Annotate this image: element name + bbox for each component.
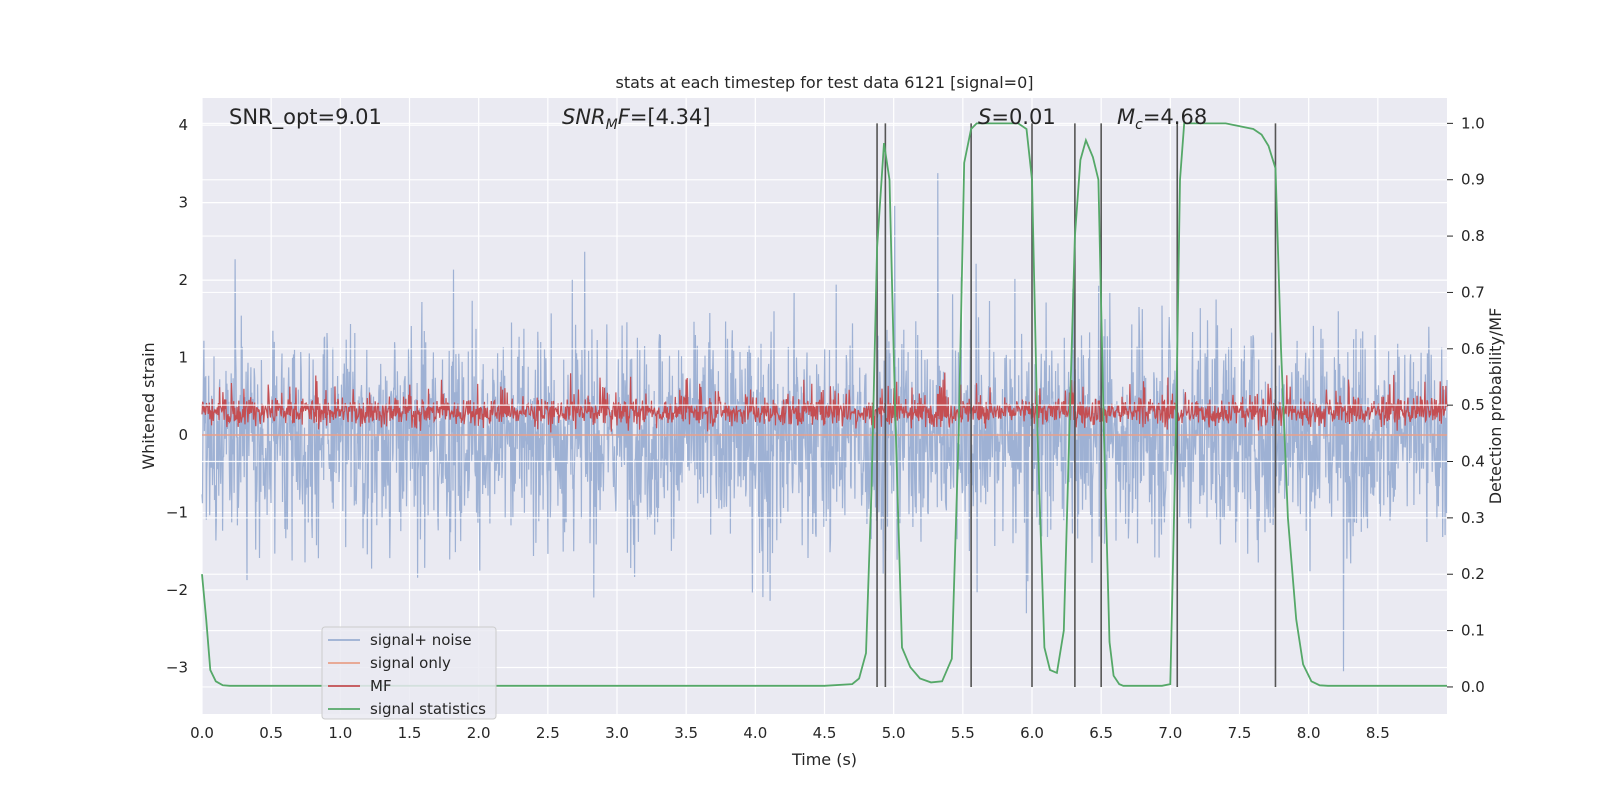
signal-noise-trace bbox=[201, 173, 1448, 672]
y-right-tick-label: 0.9 bbox=[1461, 171, 1485, 189]
y-tick-label: 3 bbox=[178, 194, 188, 212]
y-right-tick-label: 0.1 bbox=[1461, 622, 1485, 640]
y-right-axis-label: Detection probability/MF bbox=[1486, 308, 1505, 505]
x-tick-label: 7.0 bbox=[1158, 724, 1182, 742]
y-right-tick-label: 0.4 bbox=[1461, 453, 1485, 471]
annotation-snr-opt: SNR_opt=9.01 bbox=[229, 105, 382, 130]
x-tick-label: 6.5 bbox=[1089, 724, 1113, 742]
y-axis-ticks: 4 3 2 1 0 −1 −2 −3 bbox=[166, 116, 188, 676]
y-right-tick-label: 1.0 bbox=[1461, 114, 1485, 132]
y-right-tick-label: 0.0 bbox=[1461, 678, 1485, 696]
y-tick-label: 0 bbox=[178, 426, 188, 444]
legend-label-signal-only: signal only bbox=[370, 654, 451, 672]
annotation-mc: Mc=4.68 bbox=[1117, 105, 1207, 133]
y-axis-label: Whitened strain bbox=[139, 342, 158, 469]
series-signal-noise bbox=[201, 173, 1448, 672]
x-tick-label: 6.0 bbox=[1020, 724, 1044, 742]
x-tick-label: 4.5 bbox=[813, 724, 837, 742]
annotation-s-prefix: S bbox=[978, 105, 991, 129]
legend-label-signal-noise: signal+ noise bbox=[370, 631, 472, 649]
series-mf bbox=[201, 372, 1448, 433]
y-right-tick-label: 0.2 bbox=[1461, 565, 1485, 583]
y-tick-label: 1 bbox=[178, 349, 188, 367]
legend: signal+ noise signal only MF signal stat… bbox=[321, 626, 497, 720]
annotation-snr-mf: SNRMF=[4.34] bbox=[562, 105, 711, 133]
x-tick-label: 8.0 bbox=[1297, 724, 1321, 742]
y-tick-label: 4 bbox=[178, 116, 188, 134]
annotation-s: S=0.01 bbox=[978, 105, 1056, 129]
y-right-tick-label: 0.3 bbox=[1461, 509, 1485, 527]
x-tick-label: 1.0 bbox=[328, 724, 352, 742]
vertical-marker-lines bbox=[876, 123, 1277, 687]
mf-trace bbox=[201, 372, 1448, 433]
y-right-tick-label: 0.5 bbox=[1461, 396, 1485, 414]
x-tick-label: 5.5 bbox=[951, 724, 975, 742]
annotation-mc-prefix: M bbox=[1117, 105, 1135, 129]
series-signal-statistics bbox=[201, 122, 1447, 687]
y-right-tick-label: 0.8 bbox=[1461, 227, 1485, 245]
legend-box bbox=[321, 626, 497, 720]
y-tick-label: 2 bbox=[178, 271, 188, 289]
x-tick-label: 7.5 bbox=[1228, 724, 1252, 742]
x-tick-label: 0.0 bbox=[190, 724, 214, 742]
x-tick-label: 2.5 bbox=[536, 724, 560, 742]
annotation-mc-value: =4.68 bbox=[1143, 105, 1207, 129]
x-tick-label: 3.0 bbox=[605, 724, 629, 742]
x-tick-label: 3.5 bbox=[674, 724, 698, 742]
annotation-snr-mf-prefix: SNR bbox=[562, 105, 606, 129]
x-tick-label: 0.5 bbox=[259, 724, 283, 742]
x-tick-label: 4.0 bbox=[743, 724, 767, 742]
y-tick-label: −1 bbox=[166, 504, 188, 522]
x-axis-label: Time (s) bbox=[791, 750, 857, 769]
y-right-axis-ticks: 1.0 0.9 0.8 0.7 0.6 0.5 0.4 0.3 0.2 0.1 0.0 bbox=[1447, 114, 1485, 696]
annotation-snr-mf-sub: M bbox=[606, 117, 618, 133]
x-tick-label: 5.0 bbox=[882, 724, 906, 742]
legend-label-mf: MF bbox=[370, 677, 392, 695]
annotation-s-value: =0.01 bbox=[991, 105, 1055, 129]
y-tick-label: −2 bbox=[166, 581, 188, 599]
x-tick-label: 2.0 bbox=[467, 724, 491, 742]
annotation-snr-mf-mid: F bbox=[618, 105, 631, 129]
y-right-tick-label: 0.6 bbox=[1461, 340, 1485, 358]
signal-statistics-trace bbox=[201, 122, 1447, 687]
y-right-tick-label: 0.7 bbox=[1461, 283, 1485, 301]
x-tick-label: 1.5 bbox=[398, 724, 422, 742]
legend-label-signal-statistics: signal statistics bbox=[370, 700, 486, 718]
x-tick-label: 8.5 bbox=[1366, 724, 1390, 742]
annotation-mc-sub: c bbox=[1135, 117, 1143, 133]
x-axis-ticks: 0.0 0.5 1.0 1.5 2.0 2.5 3.0 3.5 4.0 4.5 5.0 5.5 6.0 6… bbox=[190, 724, 1390, 742]
y-tick-label: −3 bbox=[166, 659, 188, 677]
annotation-snr-mf-value: =[4.34] bbox=[630, 105, 711, 129]
chart-title: stats at each timestep for test data 612… bbox=[615, 73, 1033, 92]
